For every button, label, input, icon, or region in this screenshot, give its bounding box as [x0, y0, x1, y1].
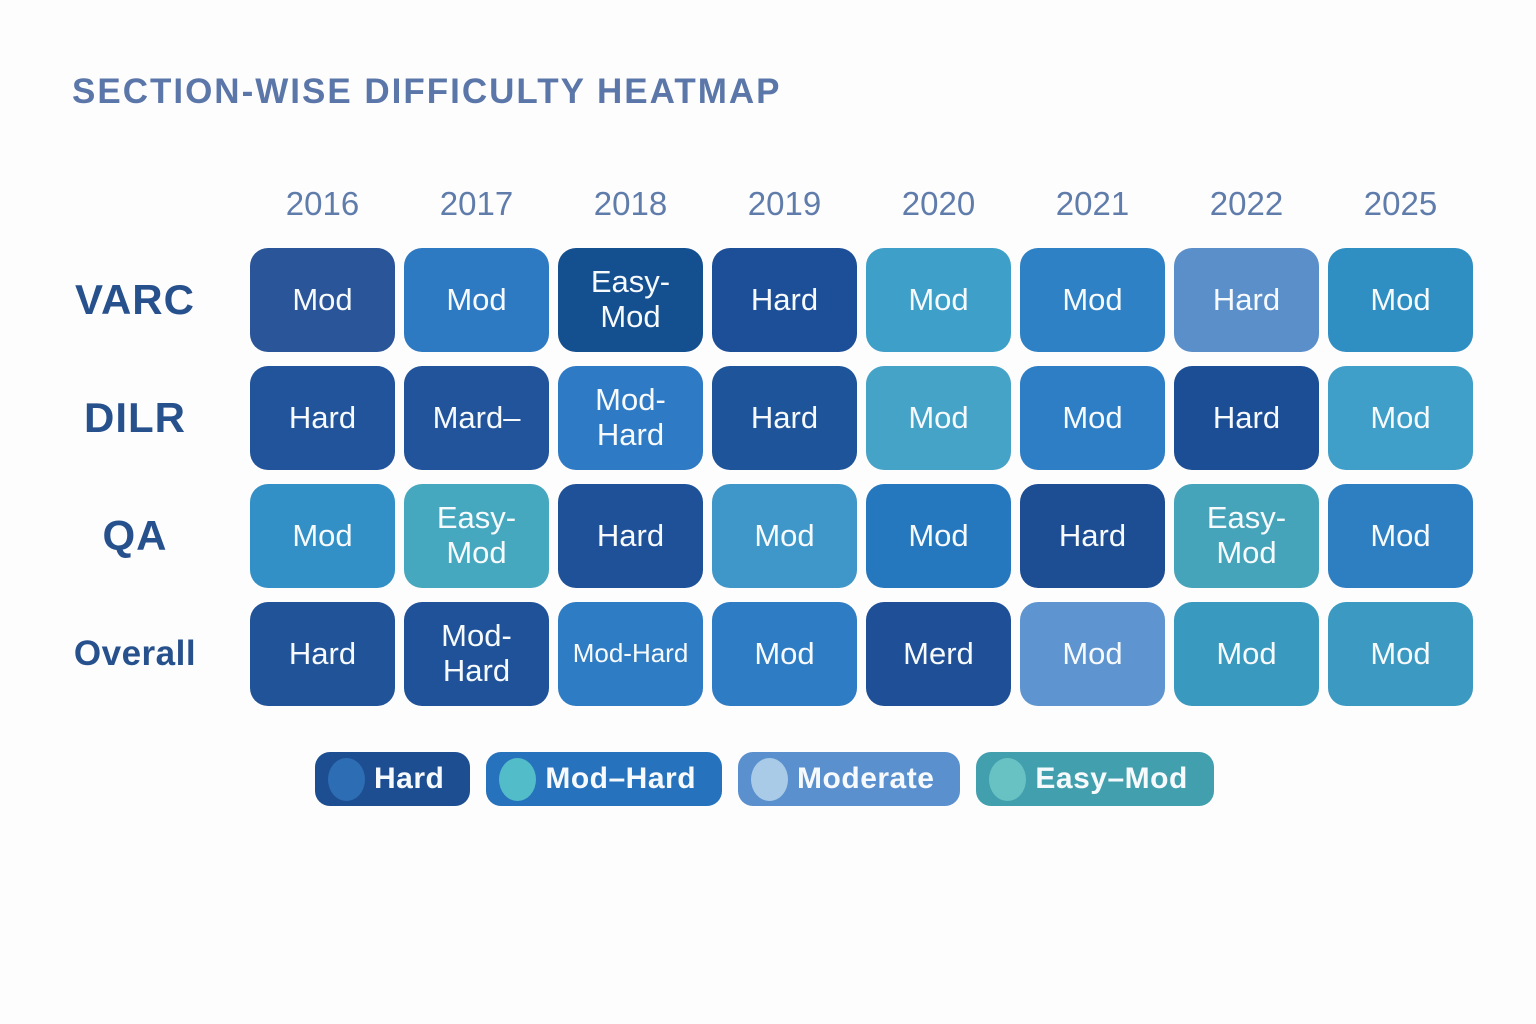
legend-item-easy-mod: Easy–Mod — [976, 752, 1214, 806]
legend-swatch-hard-icon — [328, 757, 365, 801]
heatmap-cell-varc-2018: Easy- Mod — [558, 248, 703, 352]
heatmap-cell-qa-2019: Mod — [712, 484, 857, 588]
heatmap-grid: Mod Mod Easy- Mod Hard Mod Mod Hard Mod … — [250, 248, 1473, 706]
heatmap-cell-dilr-2021: Mod — [1020, 366, 1165, 470]
column-header-2025: 2025 — [1363, 185, 1438, 222]
row-label-dilr: DILR — [84, 394, 186, 441]
heatmap-cell-dilr-2018: Mod- Hard — [558, 366, 703, 470]
page-title: SECTION-WISE DIFFICULTY HEATMAP — [72, 72, 782, 111]
heatmap-cell-qa-2021: Hard — [1020, 484, 1165, 588]
heatmap-cell-dilr-2019: Hard — [712, 366, 857, 470]
legend-item-moderate: Moderate — [738, 752, 961, 806]
legend-label-easy-mod: Easy–Mod — [1035, 762, 1188, 795]
heatmap-cell-varc-2021: Mod — [1020, 248, 1165, 352]
heatmap-cell-dilr-2016: Hard — [250, 366, 395, 470]
legend-swatch-easy-mod-icon — [989, 757, 1027, 801]
heatmap-cell-varc-2017: Mod — [404, 248, 549, 352]
column-header-2017: 2017 — [439, 185, 514, 222]
heatmap-cell-overall-2025: Mod — [1328, 602, 1473, 706]
heatmap-cell-varc-2025: Mod — [1328, 248, 1473, 352]
heatmap-cell-dilr-2022: Hard — [1174, 366, 1319, 470]
heatmap-cell-overall-2021: Mod — [1020, 602, 1165, 706]
legend: Hard Mod–Hard Moderate Easy–Mod — [315, 752, 1214, 806]
legend-swatch-moderate-icon — [751, 757, 789, 801]
legend-item-mod-hard: Mod–Hard — [486, 752, 723, 806]
heatmap-cell-overall-2018: Mod-Hard — [558, 602, 703, 706]
heatmap-cell-qa-2018: Hard — [558, 484, 703, 588]
legend-item-hard: Hard — [315, 752, 471, 806]
heatmap-cell-overall-2016: Hard — [250, 602, 395, 706]
heatmap-cell-qa-2017: Easy- Mod — [404, 484, 549, 588]
column-header-2020: 2020 — [901, 185, 976, 222]
legend-label-hard: Hard — [374, 762, 445, 795]
legend-swatch-mod-hard-icon — [499, 757, 537, 801]
row-label-overall: Overall — [73, 634, 197, 673]
heatmap-cell-overall-2017: Mod- Hard — [404, 602, 549, 706]
heatmap-cell-qa-2022: Easy- Mod — [1174, 484, 1319, 588]
heatmap-cell-dilr-2025: Mod — [1328, 366, 1473, 470]
column-header-2018: 2018 — [593, 185, 668, 222]
heatmap-cell-qa-2025: Mod — [1328, 484, 1473, 588]
heatmap-cell-varc-2016: Mod — [250, 248, 395, 352]
heatmap-cell-overall-2019: Mod — [712, 602, 857, 706]
heatmap-cell-varc-2019: Hard — [712, 248, 857, 352]
column-header-2021: 2021 — [1055, 185, 1130, 222]
heatmap-cell-dilr-2020: Mod — [866, 366, 1011, 470]
row-label-column: VARC DILR QA Overall — [40, 248, 230, 720]
column-header-2019: 2019 — [747, 185, 822, 222]
column-header-2016: 2016 — [285, 185, 360, 222]
heatmap-cell-overall-2022: Mod — [1174, 602, 1319, 706]
heatmap-cell-dilr-2017: Mard– — [404, 366, 549, 470]
heatmap-cell-overall-2020: Merd — [866, 602, 1011, 706]
row-label-qa: QA — [102, 512, 168, 559]
heatmap-cell-qa-2016: Mod — [250, 484, 395, 588]
heatmap-cell-varc-2020: Mod — [866, 248, 1011, 352]
heatmap-cell-qa-2020: Mod — [866, 484, 1011, 588]
heatmap-cell-varc-2022: Hard — [1174, 248, 1319, 352]
column-header-2022: 2022 — [1209, 185, 1284, 222]
year-header-row: 2016 2017 2018 2019 2020 2021 2022 2025 — [250, 185, 1473, 223]
legend-label-moderate: Moderate — [797, 762, 935, 795]
row-label-varc: VARC — [75, 276, 195, 323]
legend-label-mod-hard: Mod–Hard — [545, 762, 697, 795]
